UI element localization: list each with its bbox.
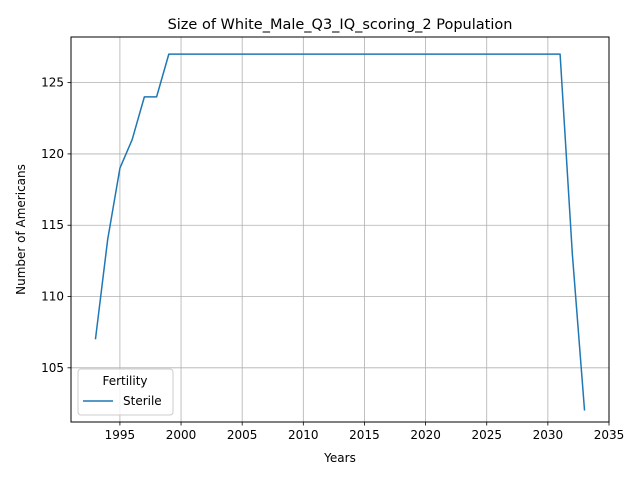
plot-frame <box>70 36 610 423</box>
x-tick-label: 2020 <box>410 428 441 442</box>
x-tick-label: 2035 <box>594 428 625 442</box>
y-tick-label: 125 <box>41 76 64 90</box>
x-tick-label: 2010 <box>288 428 319 442</box>
x-tick-label: 2005 <box>227 428 258 442</box>
y-tick-label: 120 <box>41 147 64 161</box>
x-tick-label: 2015 <box>349 428 380 442</box>
legend-label-sterile: Sterile <box>123 394 162 408</box>
y-tick-label: 105 <box>41 361 64 375</box>
legend-box <box>77 368 174 416</box>
series-layer <box>94 53 586 411</box>
legend-title: Fertility <box>102 374 147 388</box>
legend: Fertility Sterile <box>77 368 174 416</box>
x-axis-label: Years <box>323 451 356 465</box>
y-tick-label: 110 <box>41 290 64 304</box>
x-tick-label: 2025 <box>471 428 502 442</box>
y-axis-label: Number of Americans <box>14 164 28 295</box>
x-tick-label: 2030 <box>533 428 564 442</box>
x-tick-label: 1995 <box>105 428 136 442</box>
series-line-sterile <box>94 53 586 411</box>
y-tick-label: 115 <box>41 218 64 232</box>
x-tick-label: 2000 <box>166 428 197 442</box>
ticks: 1995 2000 2005 2010 2015 2020 2025 2030 2035 105 1… <box>41 76 624 442</box>
chart-title: Size of White_Male_Q3_IQ_scoring_2 Popul… <box>168 17 513 33</box>
